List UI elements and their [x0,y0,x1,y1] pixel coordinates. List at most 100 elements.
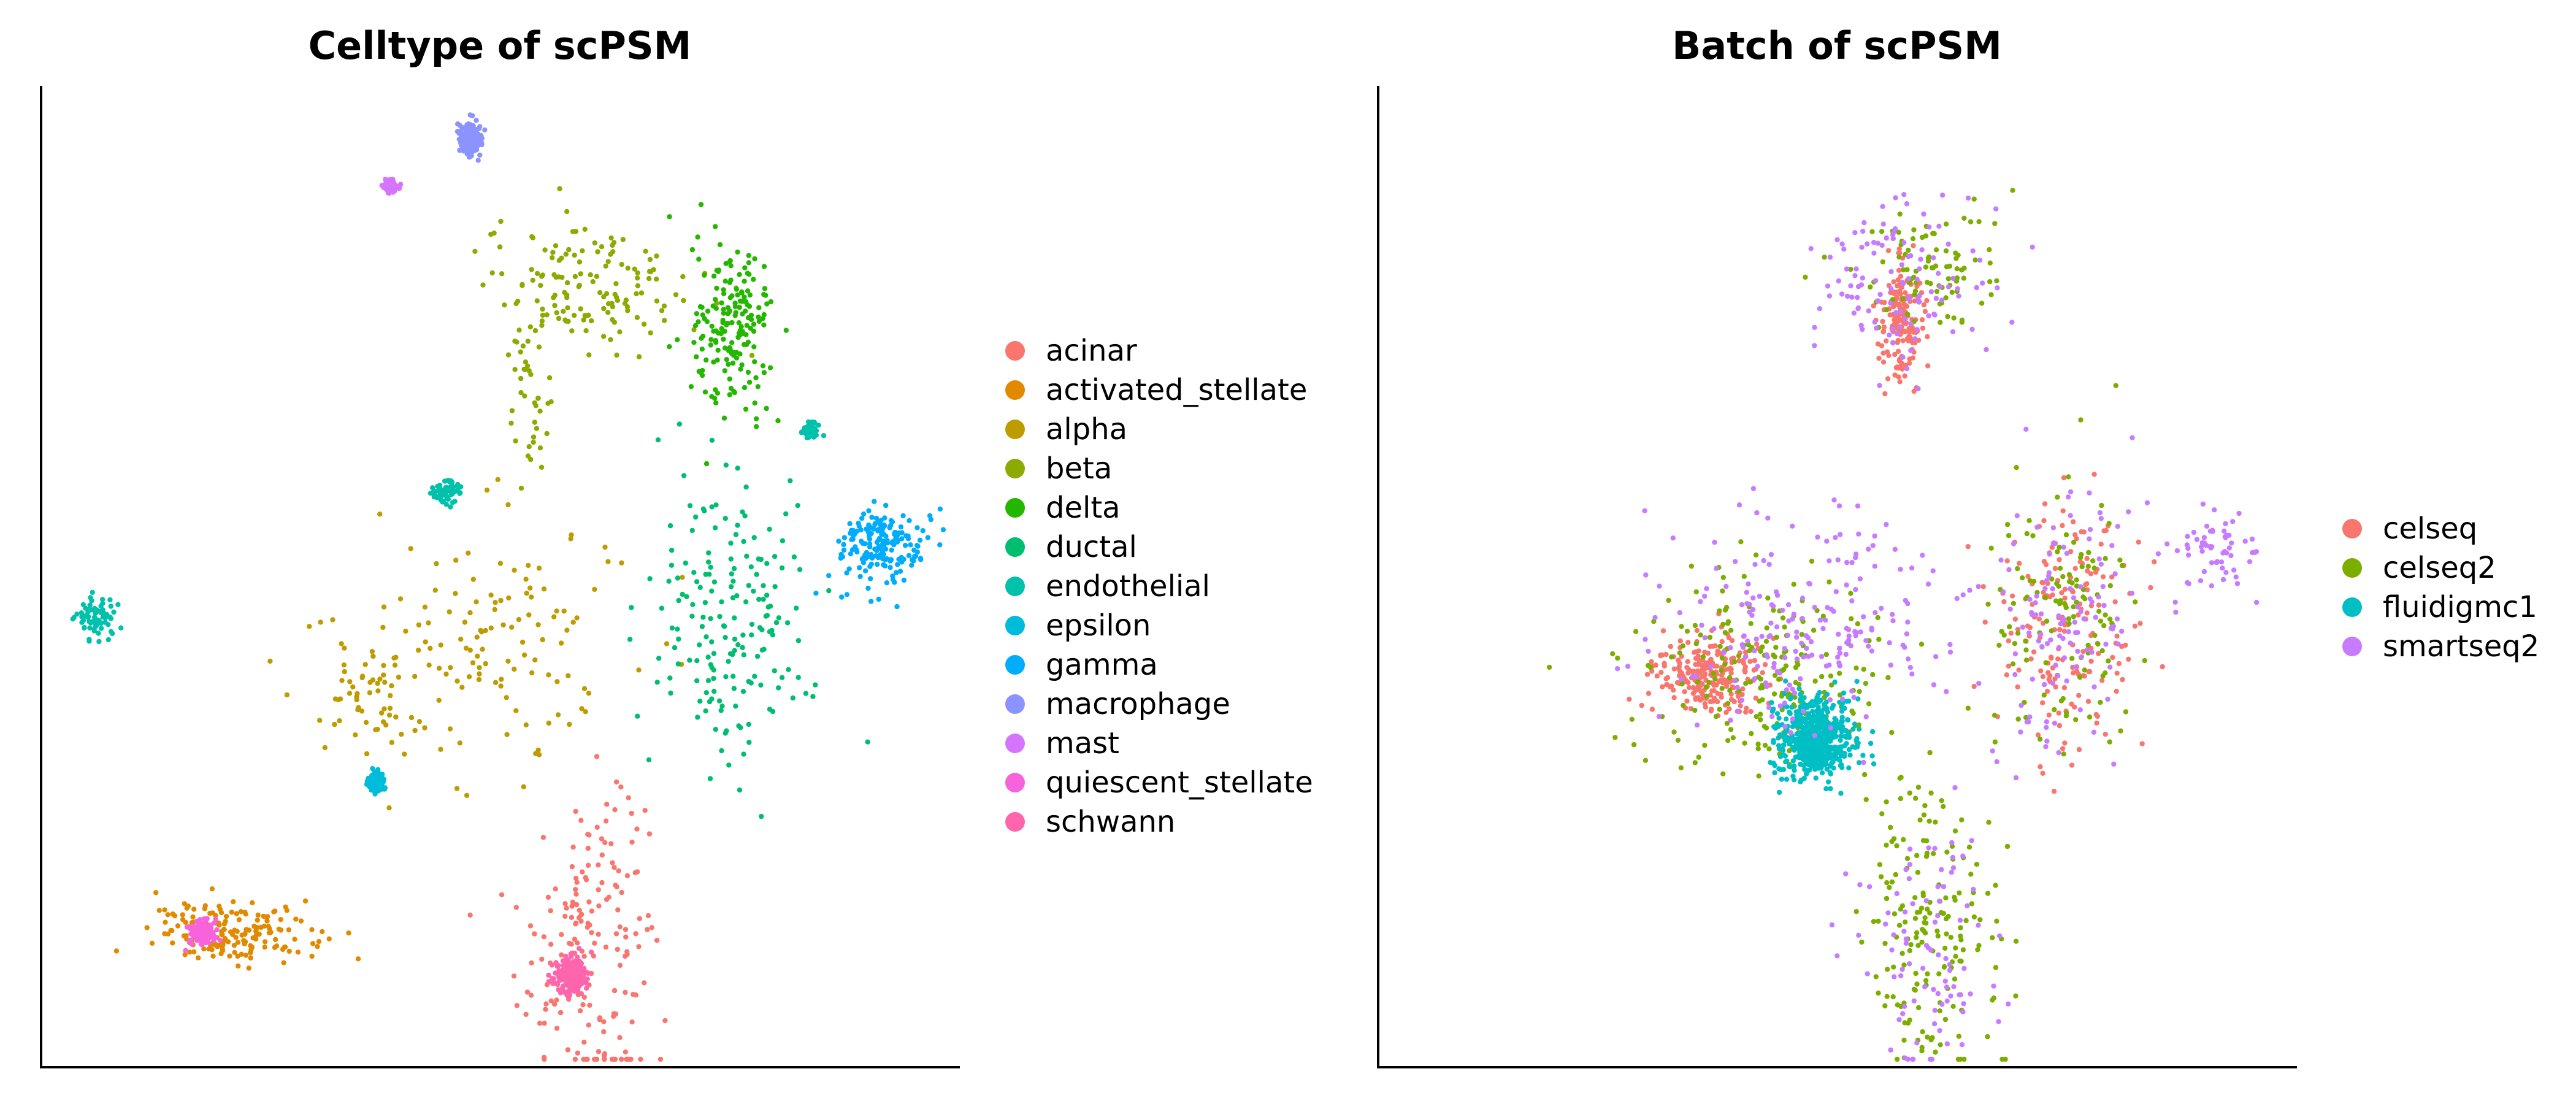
point-celseq2 [1819,673,1825,680]
point-celseq2 [1991,713,1998,718]
point-beta [497,244,503,250]
point-fluidigmc1 [1799,719,1804,726]
point-smartseq2 [1836,503,1842,508]
point-fluidigmc1 [1788,764,1793,770]
point-smartseq2 [2202,540,2207,546]
point-alpha [436,697,442,703]
point-acinar [559,932,564,938]
point-smartseq2 [1788,730,1794,735]
point-smartseq2 [2209,560,2215,565]
point-quiescent-stellate [198,935,204,941]
point-smartseq2 [2209,544,2215,550]
point-ductal [719,748,724,754]
point-celseq2 [1912,895,1918,900]
point-delta [696,369,702,374]
point-celseq [2126,656,2131,662]
point-smartseq2 [1890,340,1896,345]
point-alpha [375,726,380,732]
point-celseq2 [1905,1020,1911,1026]
point-celseq2 [1782,650,1787,655]
point-acinar [575,940,580,946]
point-gamma [826,573,832,578]
point-celseq [1911,388,1917,394]
point-fluidigmc1 [1796,730,1801,736]
point-celseq2 [1914,930,1920,936]
point-smartseq2 [1885,910,1891,916]
point-alpha [540,637,545,643]
point-delta [698,202,704,207]
point-acinar [570,845,576,850]
point-delta [715,390,721,396]
point-activated-stellate [153,890,159,895]
point-alpha [509,624,515,630]
legend-label-smartseq2: smartseq2 [2383,629,2539,664]
point-smartseq2 [1835,654,1841,660]
point-fluidigmc1 [1806,748,1812,754]
point-ductal [764,592,770,598]
point-alpha [267,658,273,664]
point-smartseq2 [1712,539,1717,545]
point-smartseq2 [1858,629,1863,635]
point-ductal [790,695,796,701]
point-celseq2 [2012,641,2018,646]
point-celseq [1685,680,1691,686]
point-smartseq2 [1915,386,1921,391]
point-celseq2 [1678,765,1684,771]
batch-panel: Batch of scPSM celseqcelseq2fluidigmc1sm… [1377,23,2539,1068]
point-smartseq2 [1815,534,1820,540]
point-celseq2 [1848,591,1853,596]
point-gamma [846,566,852,572]
point-delta [723,261,729,266]
point-smartseq2 [1976,922,1981,928]
point-celseq [1748,708,1754,715]
point-activated-stellate [280,946,286,953]
point-celseq [2057,627,2063,632]
point-smartseq2 [1926,845,1931,851]
point-celseq2 [1692,623,1698,629]
point-smartseq2 [1936,223,1942,229]
point-schwann [553,960,559,965]
point-alpha [477,665,482,670]
point-ductal [776,685,781,691]
point-celseq2 [2020,575,2025,581]
point-smartseq2 [1916,299,1922,305]
point-celseq [1662,661,1667,666]
point-celseq2 [1972,257,1978,263]
point-fluidigmc1 [1801,730,1807,736]
point-activated-stellate [191,949,197,955]
point-activated-stellate [210,953,216,959]
point-celseq [1747,659,1753,664]
point-alpha [474,634,480,640]
point-fluidigmc1 [1776,715,1782,721]
point-activated-stellate [149,940,155,946]
point-celseq [2046,712,2052,718]
point-macrophage [459,146,465,151]
point-acinar [592,940,597,946]
point-smartseq2 [2129,435,2135,440]
point-ductal [730,578,736,584]
point-alpha [579,706,585,711]
point-smartseq2 [1773,589,1779,595]
point-activated-stellate [271,909,277,914]
point-ductal [865,739,870,745]
point-celseq2 [1891,836,1897,841]
point-ductal [740,689,746,694]
point-delta [760,316,766,321]
point-celseq2 [1731,659,1738,665]
point-schwann [569,970,575,975]
point-celseq2 [1953,954,1958,959]
point-fluidigmc1 [1845,717,1851,723]
point-celseq2 [1727,688,1733,694]
point-smartseq2 [2047,551,2052,557]
point-ductal [654,680,660,685]
point-smartseq2 [1625,664,1631,669]
point-ductal [761,646,767,652]
point-ductal [709,696,715,702]
point-gamma [865,554,871,559]
point-celseq2 [1931,231,1937,237]
point-acinar [585,832,591,837]
point-beta [491,230,497,236]
point-celseq2 [1725,700,1731,707]
point-smartseq2 [2039,644,2045,650]
point-celseq [1894,295,1899,301]
